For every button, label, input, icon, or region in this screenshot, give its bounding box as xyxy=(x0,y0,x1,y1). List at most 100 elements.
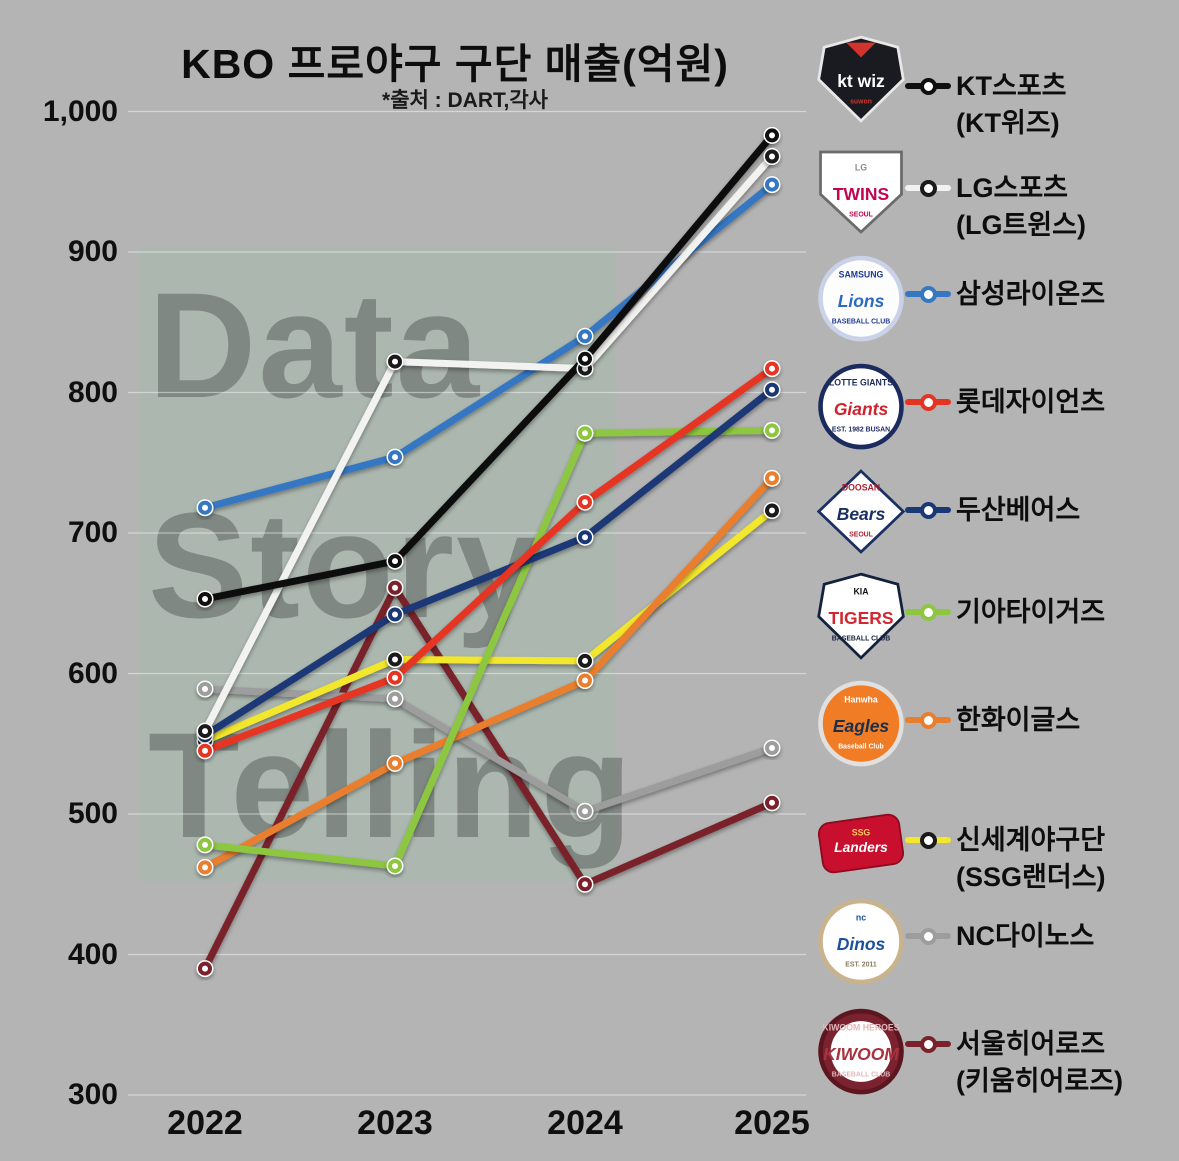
team-logo-3: LOTTE GIANTS Giants EST. 1982 BUSAN xyxy=(815,363,907,451)
legend-marker-dot xyxy=(920,502,937,519)
data-point-ring xyxy=(198,837,212,852)
data-point-ring xyxy=(198,860,212,875)
data-point-ring xyxy=(765,423,779,438)
series-lines xyxy=(196,126,781,978)
svg-text:SSG: SSG xyxy=(852,827,871,837)
chart-subtitle: *출처 : DART,각사 xyxy=(382,89,548,112)
svg-text:Lions: Lions xyxy=(838,291,885,311)
y-tick-label-700: 700 xyxy=(67,516,118,549)
svg-text:BASEBALL CLUB: BASEBALL CLUB xyxy=(832,1071,890,1078)
svg-text:kt wiz: kt wiz xyxy=(837,71,885,91)
team-logo-7: SSG Landers xyxy=(815,800,907,888)
legend-sublabel: (키움히어로즈) xyxy=(956,1066,1124,1096)
svg-text:EST. 2011: EST. 2011 xyxy=(845,961,877,968)
data-point-ring xyxy=(388,670,402,685)
series-line-4 xyxy=(201,386,776,739)
legend-label: 서울히어로즈 xyxy=(956,1029,1106,1059)
data-point-ring xyxy=(388,554,402,569)
data-point-ring xyxy=(388,756,402,771)
data-point-ring xyxy=(765,382,779,397)
legend-label: 한화이글스 xyxy=(956,705,1081,735)
chart-title: KBO 프로야구 구단 매출(억원) xyxy=(181,41,729,87)
legend-sublabel: (KT위즈) xyxy=(956,108,1060,138)
data-point-ring xyxy=(765,471,779,486)
data-point-ring xyxy=(765,361,779,376)
svg-text:SAMSUNG: SAMSUNG xyxy=(839,269,884,279)
svg-text:TWINS: TWINS xyxy=(833,184,889,204)
svg-text:LG: LG xyxy=(855,162,867,172)
data-point-ring xyxy=(765,503,779,518)
svg-text:BASEBALL CLUB: BASEBALL CLUB xyxy=(832,318,890,325)
team-logo-5: KIA TIGERS BASEBALL CLUB xyxy=(815,572,907,660)
x-tick-label-2024: 2024 xyxy=(547,1104,623,1142)
svg-text:nc: nc xyxy=(856,912,866,922)
legend-label: 두산베어스 xyxy=(956,495,1081,525)
legend-marker-line xyxy=(905,926,951,946)
series-markers-8 xyxy=(196,680,781,820)
legend-marker-line xyxy=(905,76,951,96)
data-point-ring xyxy=(388,580,402,595)
data-point-ring xyxy=(388,607,402,622)
legend-label: 삼성라이온즈 xyxy=(956,279,1106,309)
data-point-ring xyxy=(388,691,402,706)
svg-text:DOOSAN: DOOSAN xyxy=(842,482,880,492)
legend-marker-dot xyxy=(920,180,937,197)
svg-text:TIGERS: TIGERS xyxy=(828,608,893,628)
series-markers-1 xyxy=(196,148,781,740)
legend-marker-dot xyxy=(920,928,937,945)
series-line-0 xyxy=(201,131,776,603)
data-point-ring xyxy=(578,804,592,819)
legend-marker-line xyxy=(905,284,951,304)
legend-label: 기아타이거즈 xyxy=(956,597,1106,627)
svg-text:EST. 1982 BUSAN: EST. 1982 BUSAN xyxy=(832,426,890,433)
x-tick-label-2022: 2022 xyxy=(167,1104,243,1142)
svg-text:Eagles: Eagles xyxy=(833,716,890,736)
data-point-ring xyxy=(765,177,779,192)
series-line-8 xyxy=(201,685,776,815)
legend-marker-line xyxy=(905,1034,951,1054)
data-point-ring xyxy=(388,652,402,667)
legend-sublabel: (SSG랜더스) xyxy=(956,862,1106,892)
data-point-ring xyxy=(198,724,212,739)
gridlines xyxy=(128,110,806,1096)
svg-text:Bears: Bears xyxy=(837,504,886,524)
legend-marker-line xyxy=(905,500,951,520)
y-tick-label-800: 800 xyxy=(67,375,118,409)
watermark-text-2: Story xyxy=(148,481,542,649)
svg-text:SEOUL: SEOUL xyxy=(849,531,873,538)
data-point-ring xyxy=(578,426,592,441)
y-tick-label-500: 500 xyxy=(67,797,118,830)
team-logo-2: SAMSUNG Lions BASEBALL CLUB xyxy=(815,255,907,343)
svg-text:KIWOOM HEROES: KIWOOM HEROES xyxy=(822,1022,899,1032)
data-point-ring xyxy=(388,354,402,369)
data-point-ring xyxy=(198,743,212,758)
series-markers-5 xyxy=(196,421,781,875)
svg-text:Landers: Landers xyxy=(834,840,888,855)
data-point-ring xyxy=(198,500,212,515)
legend-marker-line xyxy=(905,710,951,730)
series-markers-7 xyxy=(196,502,781,750)
svg-text:Hanwha: Hanwha xyxy=(844,694,878,704)
legend-marker-line xyxy=(905,602,951,622)
legend-label: LG스포츠 xyxy=(956,173,1069,203)
legend-marker-line xyxy=(905,392,951,412)
series-line-6 xyxy=(201,474,776,871)
team-logo-8: nc Dinos EST. 2011 xyxy=(815,898,907,986)
y-tick-label-300: 300 xyxy=(67,1078,118,1111)
series-line-3 xyxy=(201,365,776,755)
legend-sublabel: (LG트윈스) xyxy=(956,210,1086,240)
data-point-ring xyxy=(578,530,592,545)
data-point-ring xyxy=(578,877,592,892)
legend-marker-dot xyxy=(920,1036,937,1053)
series-markers-6 xyxy=(196,469,781,876)
series-line-1 xyxy=(201,153,776,735)
y-tick-label-900: 900 xyxy=(67,235,118,268)
svg-text:KIA: KIA xyxy=(853,586,869,596)
data-point-ring xyxy=(578,329,592,344)
data-point-ring xyxy=(388,450,402,465)
y-tick-label-400: 400 xyxy=(67,937,118,971)
data-point-ring xyxy=(765,795,779,810)
legend-marker-dot xyxy=(920,286,937,303)
team-logo-4: DOOSAN Bears SEOUL xyxy=(815,468,907,556)
